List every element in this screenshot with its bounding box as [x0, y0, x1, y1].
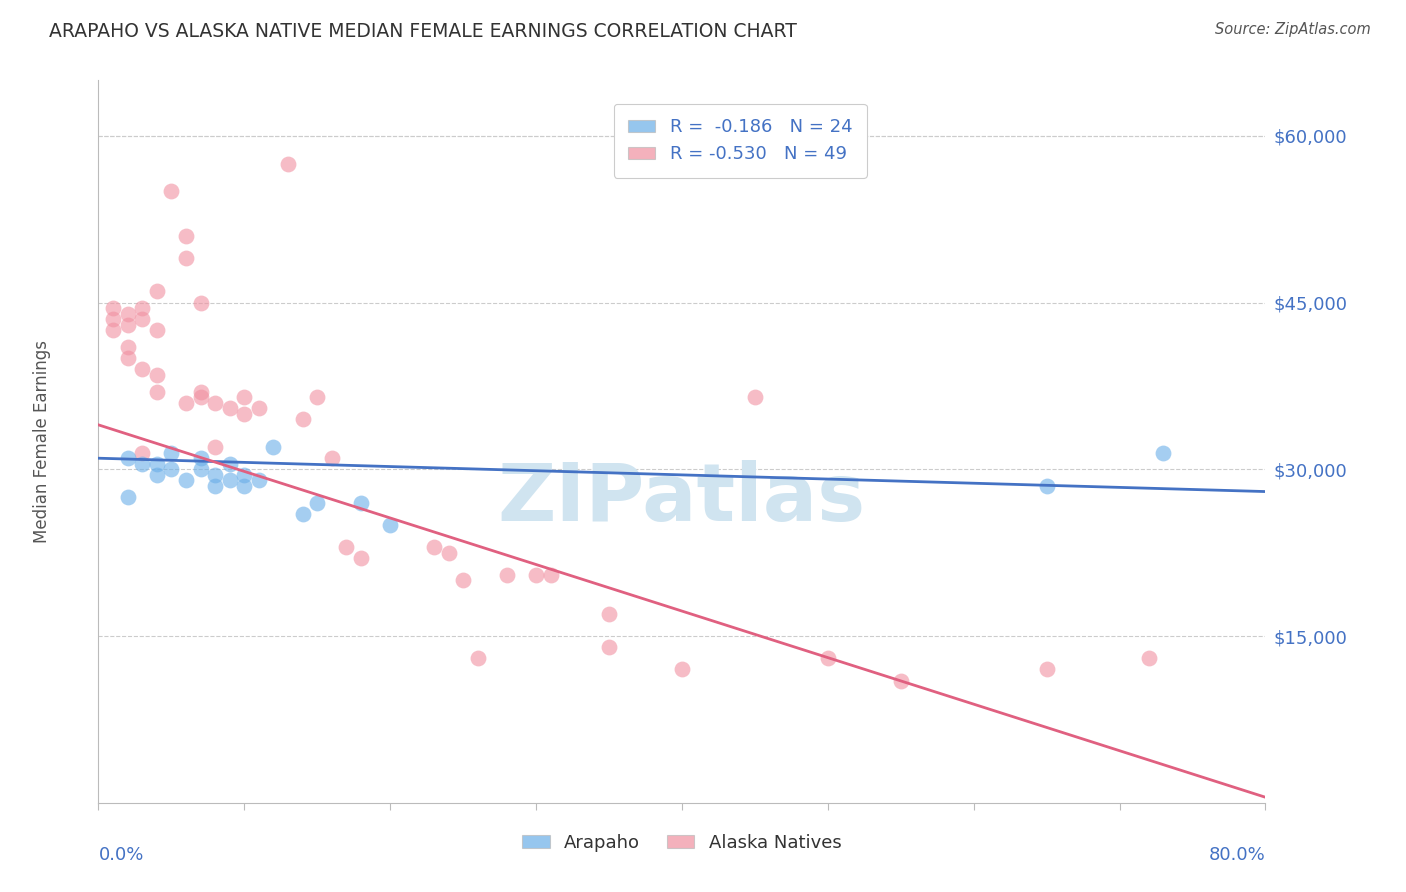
- Point: [174, 228, 197, 243]
- Point: [131, 362, 153, 376]
- Point: [190, 451, 212, 466]
- Point: [117, 307, 139, 321]
- Point: [467, 651, 489, 665]
- Point: [307, 390, 329, 404]
- Point: [204, 467, 226, 482]
- Point: [131, 457, 153, 471]
- Point: [146, 467, 169, 482]
- Point: [204, 395, 226, 409]
- Point: [277, 156, 299, 170]
- Point: [101, 301, 124, 315]
- Point: [247, 474, 270, 488]
- Point: [117, 318, 139, 332]
- Text: 80.0%: 80.0%: [1209, 847, 1265, 864]
- Point: [524, 568, 547, 582]
- Point: [744, 390, 766, 404]
- Point: [496, 568, 519, 582]
- Point: [350, 496, 373, 510]
- Point: [671, 662, 693, 676]
- Point: [307, 496, 329, 510]
- Point: [1035, 662, 1057, 676]
- Point: [423, 540, 446, 554]
- Text: ZIPatlas: ZIPatlas: [498, 460, 866, 539]
- Point: [131, 445, 153, 459]
- Text: 0.0%: 0.0%: [98, 847, 143, 864]
- Point: [190, 390, 212, 404]
- Point: [233, 479, 256, 493]
- Point: [190, 462, 212, 476]
- Text: ARAPAHO VS ALASKA NATIVE MEDIAN FEMALE EARNINGS CORRELATION CHART: ARAPAHO VS ALASKA NATIVE MEDIAN FEMALE E…: [49, 22, 797, 41]
- Point: [117, 451, 139, 466]
- Point: [1152, 445, 1174, 459]
- Point: [204, 479, 226, 493]
- Point: [233, 390, 256, 404]
- Text: Source: ZipAtlas.com: Source: ZipAtlas.com: [1215, 22, 1371, 37]
- Point: [131, 312, 153, 326]
- Point: [190, 295, 212, 310]
- Point: [540, 568, 562, 582]
- Point: [146, 457, 169, 471]
- Point: [218, 457, 240, 471]
- Point: [451, 574, 474, 588]
- Point: [146, 285, 169, 299]
- Point: [146, 323, 169, 337]
- Point: [817, 651, 839, 665]
- Point: [101, 323, 124, 337]
- Point: [174, 474, 197, 488]
- Point: [218, 401, 240, 416]
- Point: [598, 607, 620, 621]
- Point: [131, 301, 153, 315]
- Point: [1137, 651, 1160, 665]
- Point: [160, 185, 183, 199]
- Point: [321, 451, 343, 466]
- Point: [174, 251, 197, 265]
- Point: [117, 490, 139, 504]
- Point: [291, 507, 314, 521]
- Point: [174, 395, 197, 409]
- Point: [101, 312, 124, 326]
- Point: [146, 384, 169, 399]
- Point: [117, 351, 139, 366]
- Point: [380, 517, 402, 532]
- Point: [204, 440, 226, 454]
- Point: [262, 440, 284, 454]
- Point: [218, 474, 240, 488]
- Point: [190, 384, 212, 399]
- Point: [437, 546, 460, 560]
- Text: Median Female Earnings: Median Female Earnings: [34, 340, 52, 543]
- Point: [890, 673, 912, 688]
- Point: [233, 407, 256, 421]
- Point: [1035, 479, 1057, 493]
- Point: [598, 640, 620, 655]
- Point: [146, 368, 169, 382]
- Point: [247, 401, 270, 416]
- Legend: Arapaho, Alaska Natives: Arapaho, Alaska Natives: [515, 826, 849, 859]
- Point: [335, 540, 357, 554]
- Point: [291, 412, 314, 426]
- Point: [233, 467, 256, 482]
- Point: [160, 462, 183, 476]
- Point: [350, 551, 373, 566]
- Point: [160, 445, 183, 459]
- Point: [117, 340, 139, 354]
